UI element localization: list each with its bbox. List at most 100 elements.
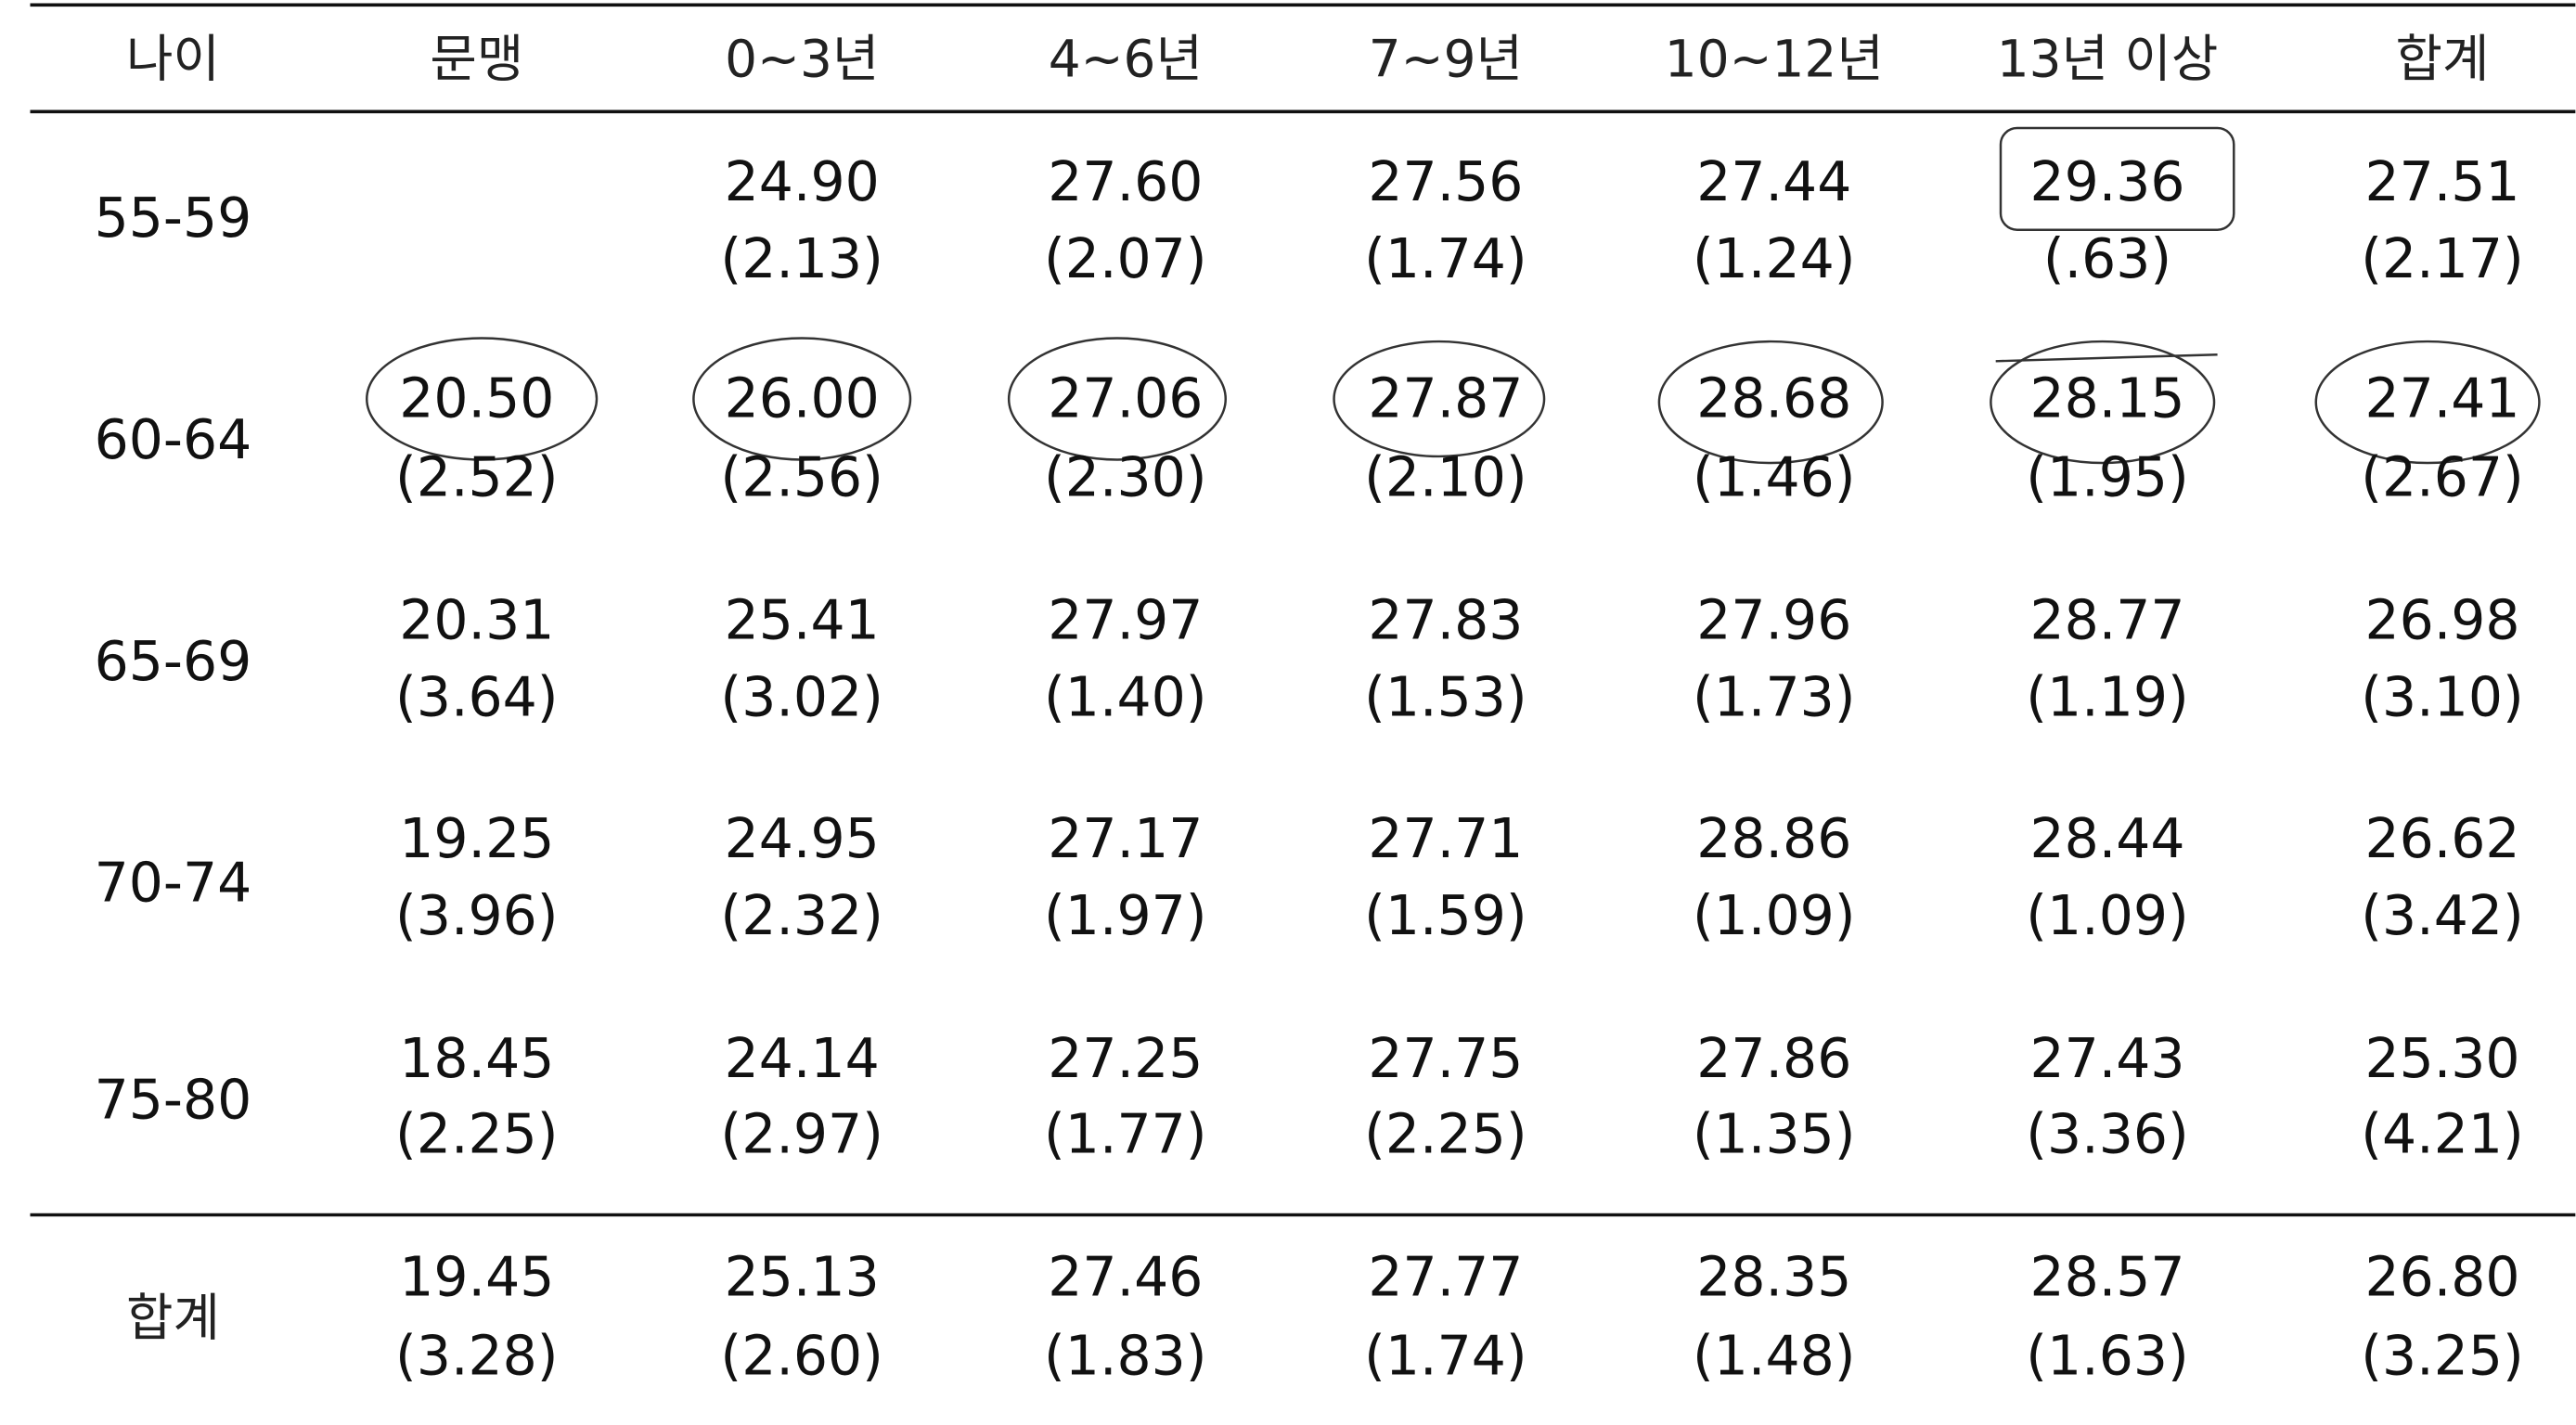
cell-mean: 28.77 [2029,589,2184,652]
cell-mean: 20.31 [399,589,554,652]
cell-mean: 27.71 [1368,807,1523,870]
cell-mean: 27.06 [1048,367,1203,430]
total-mean: 27.77 [1368,1245,1523,1308]
pen-circle [2314,340,2541,465]
row-label: 60-64 [95,408,252,471]
cell-sd: (1.46) [1693,446,1856,509]
pen-circle [692,337,912,461]
total-mean: 28.57 [2029,1245,2184,1308]
cell-mean: 27.25 [1048,1027,1203,1090]
cell-mean: 27.60 [1048,150,1203,213]
cell-mean: 20.50 [399,367,554,430]
column-header: 7~9년 [1369,29,1523,88]
cell-mean: 28.86 [1696,807,1851,870]
total-sd: (3.28) [395,1324,559,1387]
cell-mean: 27.51 [2364,150,2519,213]
cell-sd: (1.35) [1693,1102,1856,1165]
total-mean: 26.80 [2364,1245,2519,1308]
cell-mean: 28.15 [2029,367,2184,430]
cell-mean: 24.90 [725,150,880,213]
cell-mean: 27.56 [1368,150,1523,213]
cell-sd: (1.09) [2026,884,2189,947]
cell-sd: (2.10) [1364,446,1527,509]
column-header: 합계 [2396,29,2490,88]
cell-sd: (3.64) [395,666,559,729]
cell-mean: 19.25 [399,807,554,870]
cell-sd: (1.53) [1364,666,1527,729]
cell-sd: (1.40) [1044,666,1207,729]
cell-sd: (2.30) [1044,446,1207,509]
pen-circle [1990,340,2216,465]
total-mean: 19.45 [399,1245,554,1308]
pen-circle [1007,337,1227,461]
cell-mean: 27.96 [1696,589,1851,652]
cell-sd: (2.13) [720,227,883,290]
cell-sd: (2.56) [720,446,883,509]
cell-sd: (2.25) [395,1102,559,1165]
cell-mean: 26.00 [725,367,880,430]
cell-mean: 25.41 [725,589,880,652]
cell-mean: 27.44 [1696,150,1851,213]
total-mean: 27.46 [1048,1245,1203,1308]
cell-mean: 29.36 [2029,150,2184,213]
cell-mean: 27.86 [1696,1027,1851,1090]
cell-mean: 27.17 [1048,807,1203,870]
cell-mean: 18.45 [399,1027,554,1090]
cell-sd: (1.77) [1044,1102,1207,1165]
row-label: 55-59 [95,186,252,250]
cell-mean: 27.75 [1368,1027,1523,1090]
total-sd: (1.63) [2026,1324,2189,1387]
cell-sd: (3.10) [2361,666,2524,729]
cell-sd: (1.95) [2026,446,2189,509]
column-header: 나이 [126,29,220,88]
row-label: 75-80 [95,1068,252,1131]
cell-sd: (3.96) [395,884,559,947]
column-header: 4~6년 [1049,29,1203,88]
total-sd: (1.83) [1044,1324,1207,1387]
cell-sd: (2.25) [1364,1102,1527,1165]
total-sd: (3.25) [2361,1324,2524,1387]
cell-sd: (1.73) [1693,666,1856,729]
column-header: 13년 이상 [1997,29,2219,88]
cell-mean: 27.97 [1048,589,1203,652]
row-label: 70-74 [95,852,252,915]
cell-sd: (2.97) [720,1102,883,1165]
cell-sd: (3.42) [2361,884,2524,947]
row-label: 65-69 [95,630,252,693]
cell-sd: (1.09) [1693,884,1856,947]
cell-sd: (2.17) [2361,227,2524,290]
cell-mean: 28.44 [2029,807,2184,870]
cell-mean: 26.62 [2364,807,2519,870]
cell-mean: 27.87 [1368,367,1523,430]
pen-circle [1657,340,1884,465]
column-header: 0~3년 [725,29,879,88]
total-mean: 28.35 [1696,1245,1851,1308]
cell-mean: 27.83 [1368,589,1523,652]
total-sd: (2.60) [720,1324,883,1387]
total-sd: (1.74) [1364,1324,1527,1387]
cell-sd: (2.67) [2361,446,2524,509]
cell-sd: (2.32) [720,884,883,947]
cell-sd: (2.07) [1044,227,1207,290]
cell-sd: (1.19) [2026,666,2189,729]
cell-mean: 28.68 [1696,367,1851,430]
cell-sd: (3.36) [2026,1102,2189,1165]
column-header: 10~12년 [1665,29,1884,88]
cell-sd: (4.21) [2361,1102,2524,1165]
cell-sd: (3.02) [720,666,883,729]
pen-marks [366,126,2541,465]
pen-stroke [1995,353,2218,363]
pen-circle [1333,340,1546,458]
cell-sd: (1.74) [1364,227,1527,290]
cell-sd: (.63) [2043,227,2171,290]
cell-mean: 24.14 [725,1027,880,1090]
cell-mean: 25.30 [2364,1027,2519,1090]
pen-circle [366,337,599,461]
cell-mean: 27.41 [2364,367,2519,430]
total-mean: 25.13 [725,1245,880,1308]
column-header: 문맹 [430,29,523,88]
total-sd: (1.48) [1693,1324,1856,1387]
total-label: 합계 [126,1289,220,1348]
